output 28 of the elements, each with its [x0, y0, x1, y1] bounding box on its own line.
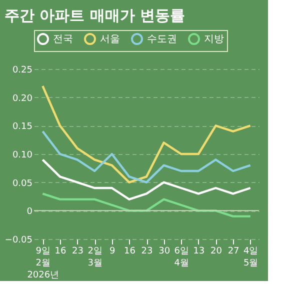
x-tick-label: 30: [158, 246, 170, 256]
legend-label: 전국: [53, 34, 73, 45]
line-series: [42, 84, 252, 184]
legend-label: 지방: [204, 34, 224, 45]
y-tick-label: 0.15: [12, 122, 32, 132]
y-tick-label: 0.25: [12, 66, 32, 76]
x-tick-label: 2일 3월: [88, 246, 102, 268]
x-tick-label: 27: [228, 246, 240, 256]
line-series: [42, 192, 252, 218]
x-tick-label: 9: [110, 246, 116, 256]
x-tick-label: 6일 4월: [174, 246, 189, 268]
x-tick-label: 4일 5월: [243, 246, 258, 268]
y-tick-label: 0: [26, 207, 33, 218]
legend-label: 수도권: [147, 34, 177, 45]
x-tick-label: 16: [124, 246, 136, 256]
line-series: [42, 130, 252, 184]
x-tick-label: 16: [54, 246, 66, 256]
y-tick-label: −0.05: [4, 236, 32, 246]
chart-title: 주간 아파트 매매가 변동률: [4, 6, 186, 24]
legend-label: 서울: [100, 34, 120, 45]
line-series: [42, 158, 252, 200]
x-tick-label: 20: [210, 246, 222, 256]
x-tick-label: 23: [72, 246, 84, 256]
y-tick-label: 0.20: [12, 94, 33, 104]
x-tick-label: 13: [193, 246, 205, 256]
y-tick-label: 0.10: [12, 150, 33, 160]
y-tick-label: 0.05: [12, 178, 32, 189]
x-tick-label: 23: [141, 246, 153, 256]
